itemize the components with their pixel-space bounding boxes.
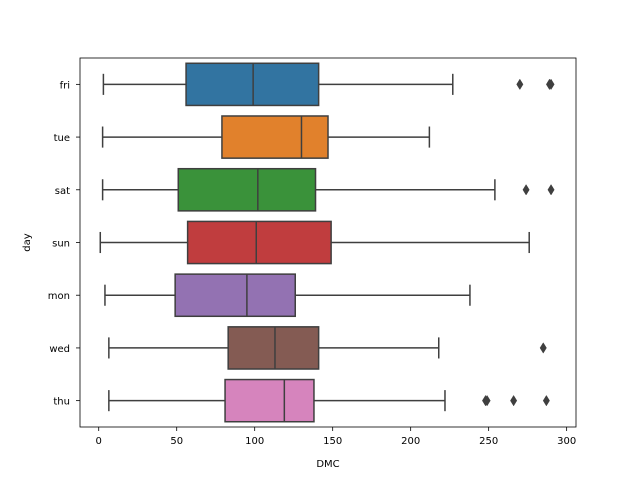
box-group-thu	[108, 378, 550, 423]
x-axis-label: DMC	[316, 459, 339, 470]
box-mon	[174, 273, 296, 318]
outlier-point	[510, 394, 518, 407]
y-tick-label: thu	[53, 397, 70, 408]
box-group-tue	[101, 115, 431, 159]
x-tick-label: 150	[323, 436, 342, 447]
box-fri	[185, 62, 320, 107]
y-tick-label: wed	[49, 344, 70, 355]
y-axis-label: day	[22, 233, 33, 251]
outlier-point	[547, 184, 555, 196]
y-tick-label: tue	[54, 133, 70, 144]
box-thu	[224, 378, 315, 423]
y-tick-label: fri	[60, 80, 70, 91]
box-group-sun	[99, 220, 530, 265]
boxes-layer	[99, 62, 555, 423]
outlier-point	[547, 78, 555, 91]
outlier-point	[522, 184, 530, 196]
x-tick-label: 100	[245, 436, 264, 447]
y-tick-label: mon	[48, 291, 70, 302]
outlier-point	[516, 78, 524, 91]
box-sun	[186, 220, 332, 265]
x-tick-label: 50	[170, 436, 183, 447]
x-tick-label: 0	[96, 436, 102, 447]
box-group-fri	[102, 62, 555, 107]
x-tick-label: 200	[401, 436, 420, 447]
x-tick-label: 300	[557, 436, 576, 447]
outlier-point	[539, 342, 547, 354]
box-tue	[221, 115, 329, 159]
y-tick-label: sat	[55, 186, 70, 197]
box-group-sat	[101, 167, 555, 212]
x-tick-label: 250	[479, 436, 498, 447]
axes-layer: 0 50 100 150 200 250 300 fri tue sat sun mon wed thu	[48, 57, 577, 447]
box-group-wed	[108, 326, 547, 370]
box-sat	[177, 167, 317, 212]
outlier-point	[542, 394, 550, 407]
box-group-mon	[104, 273, 471, 318]
outlier-point	[483, 394, 491, 407]
y-tick-label: sun	[52, 239, 70, 250]
box-wed	[227, 326, 320, 370]
